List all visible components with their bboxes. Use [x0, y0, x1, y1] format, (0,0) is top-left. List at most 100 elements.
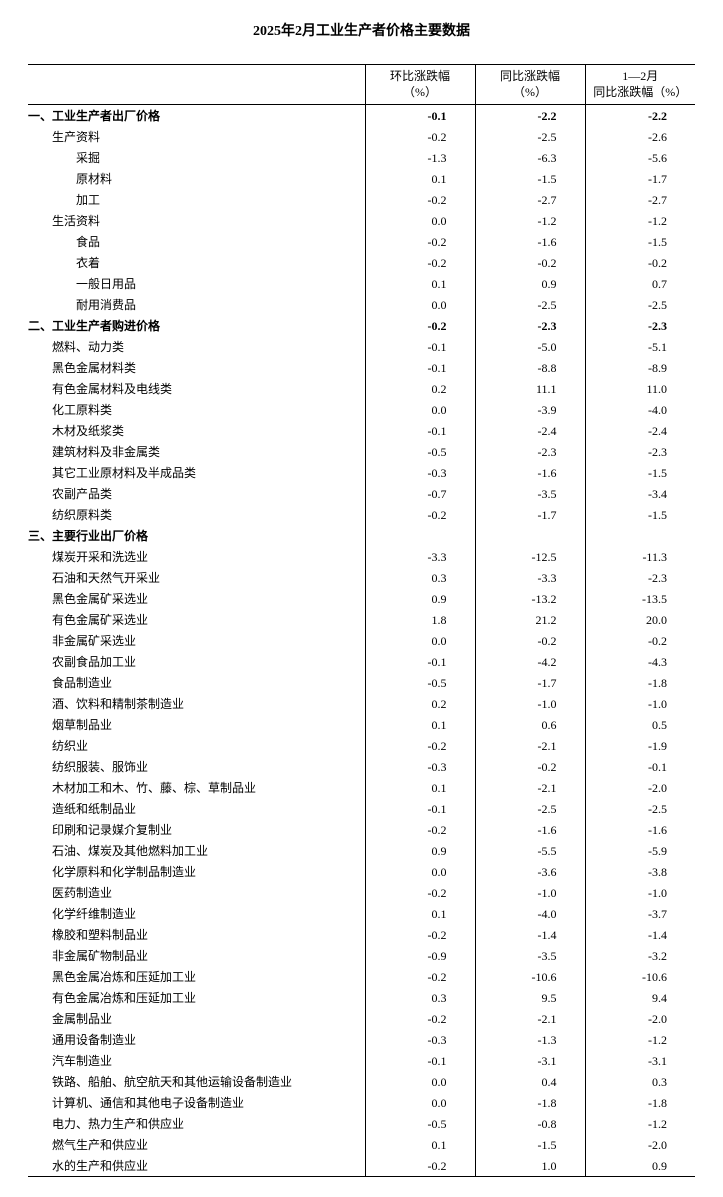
row-value: -0.2 [365, 252, 475, 273]
table-row: 生产资料-0.2-2.5-2.6 [28, 126, 695, 147]
table-row: 三、主要行业出厂价格 [28, 525, 695, 546]
row-value: -10.6 [585, 966, 695, 987]
row-value: -2.5 [475, 798, 585, 819]
row-value: 1.0 [475, 1155, 585, 1177]
row-value: -2.1 [475, 1008, 585, 1029]
table-row: 煤炭开采和洗选业-3.3-12.5-11.3 [28, 546, 695, 567]
row-value: 20.0 [585, 609, 695, 630]
row-value: -1.2 [475, 210, 585, 231]
row-value: 21.2 [475, 609, 585, 630]
row-value: 9.5 [475, 987, 585, 1008]
table-row: 化工原料类0.0-3.9-4.0 [28, 399, 695, 420]
table-row: 建筑材料及非金属类-0.5-2.3-2.3 [28, 441, 695, 462]
row-label: 水的生产和供应业 [28, 1155, 365, 1177]
row-value: -0.2 [365, 924, 475, 945]
row-value: -0.2 [365, 1155, 475, 1177]
row-value: -0.1 [365, 357, 475, 378]
row-label: 二、工业生产者购进价格 [28, 315, 365, 336]
table-row: 燃气生产和供应业0.1-1.5-2.0 [28, 1134, 695, 1155]
row-value: -1.7 [585, 168, 695, 189]
row-value: -0.1 [365, 1050, 475, 1071]
row-label: 化学纤维制造业 [28, 903, 365, 924]
table-row: 黑色金属矿采选业0.9-13.2-13.5 [28, 588, 695, 609]
row-value: 0.2 [365, 378, 475, 399]
row-value: -0.1 [365, 336, 475, 357]
table-row: 衣着-0.2-0.2-0.2 [28, 252, 695, 273]
row-label: 电力、热力生产和供应业 [28, 1113, 365, 1134]
row-value: -0.8 [475, 1113, 585, 1134]
row-value: -1.0 [475, 882, 585, 903]
row-label: 加工 [28, 189, 365, 210]
col-header-label [28, 65, 365, 105]
row-value: -1.6 [475, 462, 585, 483]
row-value: 0.1 [365, 273, 475, 294]
row-value: -0.2 [365, 315, 475, 336]
row-value: -13.2 [475, 588, 585, 609]
row-value: -3.7 [585, 903, 695, 924]
col-header-mom: 环比涨跌幅（%） [365, 65, 475, 105]
col-header-ytd: 1—2月同比涨跌幅（%） [585, 65, 695, 105]
row-value: -0.3 [365, 462, 475, 483]
col-header-yoy: 同比涨跌幅（%） [475, 65, 585, 105]
row-value: -1.5 [585, 504, 695, 525]
row-value: 0.1 [365, 777, 475, 798]
row-value: -2.0 [585, 777, 695, 798]
row-value: -3.5 [475, 483, 585, 504]
row-value: -2.3 [585, 315, 695, 336]
row-value: 0.9 [365, 588, 475, 609]
row-value: -3.6 [475, 861, 585, 882]
table-row: 有色金属材料及电线类0.211.111.0 [28, 378, 695, 399]
row-value: -0.5 [365, 441, 475, 462]
row-label: 一、工业生产者出厂价格 [28, 105, 365, 127]
table-row: 食品制造业-0.5-1.7-1.8 [28, 672, 695, 693]
row-value: -0.5 [365, 672, 475, 693]
row-value [475, 525, 585, 546]
row-value: -2.5 [585, 798, 695, 819]
row-value: -1.3 [365, 147, 475, 168]
row-value: 0.0 [365, 861, 475, 882]
row-label: 化学原料和化学制品制造业 [28, 861, 365, 882]
row-label: 燃气生产和供应业 [28, 1134, 365, 1155]
row-value: -8.8 [475, 357, 585, 378]
row-value: -1.6 [475, 231, 585, 252]
row-value: -4.2 [475, 651, 585, 672]
row-label: 木材及纸浆类 [28, 420, 365, 441]
row-value: -2.0 [585, 1008, 695, 1029]
row-label: 采掘 [28, 147, 365, 168]
table-row: 造纸和纸制品业-0.1-2.5-2.5 [28, 798, 695, 819]
table-row: 烟草制品业0.10.60.5 [28, 714, 695, 735]
table-row: 纺织原料类-0.2-1.7-1.5 [28, 504, 695, 525]
row-label: 木材加工和木、竹、藤、棕、草制品业 [28, 777, 365, 798]
row-label: 通用设备制造业 [28, 1029, 365, 1050]
row-value: -0.2 [475, 756, 585, 777]
row-value: -1.0 [585, 693, 695, 714]
row-label: 汽车制造业 [28, 1050, 365, 1071]
row-value: -2.7 [475, 189, 585, 210]
row-value: 0.3 [365, 987, 475, 1008]
row-value [585, 525, 695, 546]
row-value [365, 525, 475, 546]
row-value: -3.1 [585, 1050, 695, 1071]
row-value: -0.1 [365, 651, 475, 672]
table-row: 黑色金属冶炼和压延加工业-0.2-10.6-10.6 [28, 966, 695, 987]
table-row: 纺织服装、服饰业-0.3-0.2-0.1 [28, 756, 695, 777]
row-value: -0.2 [365, 504, 475, 525]
row-value: -2.5 [475, 294, 585, 315]
row-value: -1.9 [585, 735, 695, 756]
row-value: 0.5 [585, 714, 695, 735]
table-row: 一、工业生产者出厂价格-0.1-2.2-2.2 [28, 105, 695, 127]
table-row: 通用设备制造业-0.3-1.3-1.2 [28, 1029, 695, 1050]
table-row: 食品-0.2-1.6-1.5 [28, 231, 695, 252]
row-value: 0.0 [365, 1092, 475, 1113]
row-value: -3.1 [475, 1050, 585, 1071]
row-label: 三、主要行业出厂价格 [28, 525, 365, 546]
row-value: 0.0 [365, 294, 475, 315]
table-row: 采掘-1.3-6.3-5.6 [28, 147, 695, 168]
table-row: 汽车制造业-0.1-3.1-3.1 [28, 1050, 695, 1071]
row-value: -0.2 [365, 966, 475, 987]
row-value: -3.5 [475, 945, 585, 966]
row-value: -1.7 [475, 672, 585, 693]
table-row: 医药制造业-0.2-1.0-1.0 [28, 882, 695, 903]
row-value: -5.1 [585, 336, 695, 357]
row-value: -10.6 [475, 966, 585, 987]
